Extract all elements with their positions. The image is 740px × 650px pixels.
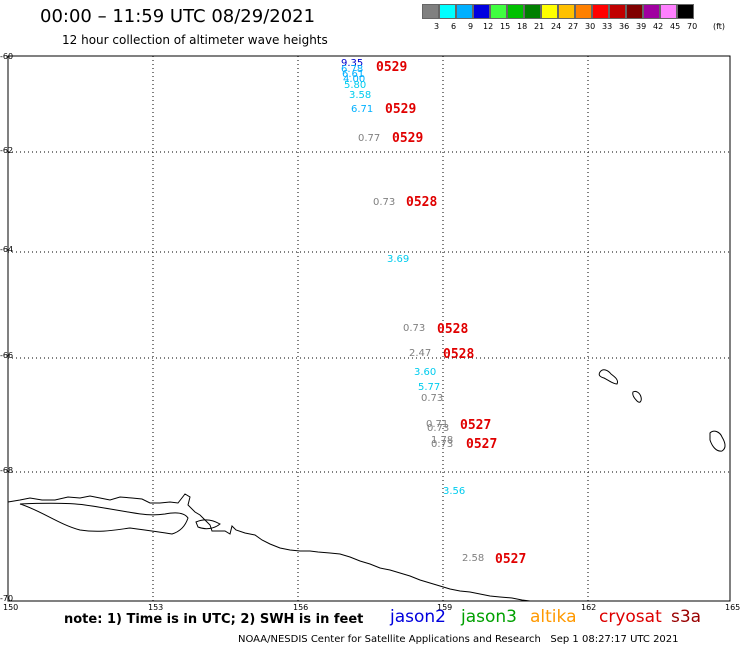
legend-swatch	[507, 4, 524, 19]
legend-swatch	[626, 4, 643, 19]
wave-height-value: 0.71	[426, 419, 449, 430]
latitude-label: -68	[0, 466, 14, 475]
satellite-altika: altika	[530, 607, 577, 627]
pass-date: 0529	[376, 60, 408, 75]
legend-label: 27	[568, 22, 579, 31]
legend-swatch	[422, 4, 439, 19]
pass-date: 0527	[495, 552, 527, 567]
legend-label: 15	[500, 22, 511, 31]
legend-label: 18	[517, 22, 528, 31]
latitude-label: -66	[0, 351, 14, 360]
latitude-label: -60	[0, 52, 14, 61]
legend-label: 39	[636, 22, 647, 31]
legend-label: 45	[670, 22, 681, 31]
color-legend	[422, 4, 694, 19]
legend-label: 24	[551, 22, 562, 31]
legend-label: 21	[534, 22, 545, 31]
satellite-cryosat: cryosat	[599, 607, 662, 627]
wave-height-value: 0.73	[403, 323, 426, 334]
legend-swatch	[558, 4, 575, 19]
wave-height-value: 2.58	[462, 553, 485, 564]
legend-swatch	[473, 4, 490, 19]
pass-date: 0528	[443, 347, 475, 362]
longitude-label: 153	[148, 603, 164, 612]
credit-footer: NOAA/NESDIS Center for Satellite Applica…	[238, 634, 679, 645]
wave-height-value: 6.61	[342, 69, 365, 80]
legend-label: 36	[619, 22, 630, 31]
legend-label: 30	[585, 22, 596, 31]
map-frame	[7, 55, 731, 602]
legend-swatch	[677, 4, 694, 19]
legend-swatch	[609, 4, 626, 19]
longitude-label: 165	[725, 603, 740, 612]
wave-height-value: 9.35	[341, 58, 364, 69]
legend-swatch	[439, 4, 456, 19]
latitude-label: -64	[0, 245, 14, 254]
coastline	[7, 369, 726, 602]
legend-swatch	[524, 4, 541, 19]
longitude-label: 159	[437, 603, 453, 612]
pass-date: 0527	[460, 418, 492, 433]
satellite-jason3: jason3	[461, 607, 517, 627]
wave-height-value: 0.73	[431, 439, 454, 450]
legend-label: 12	[483, 22, 494, 31]
legend-label: 33	[602, 22, 613, 31]
legend-swatch	[643, 4, 660, 19]
wave-height-value: 3.56	[443, 486, 466, 497]
wave-height-value: 6.71	[351, 104, 374, 115]
satellite-jason2: jason2	[390, 607, 446, 627]
legend-swatch	[490, 4, 507, 19]
latitude-label: -62	[0, 146, 14, 155]
legend-label: 6	[451, 22, 457, 31]
pass-date: 0529	[385, 102, 417, 117]
pass-date: 0527	[466, 437, 498, 452]
longitude-label: 150	[3, 603, 19, 612]
legend-swatch	[541, 4, 558, 19]
legend-label: 9	[468, 22, 474, 31]
wave-height-value: 2.47	[409, 348, 432, 359]
satellite-s3a: s3a	[671, 607, 702, 627]
wave-height-value: 3.69	[387, 254, 410, 265]
longitude-label: 162	[581, 603, 597, 612]
wave-height-value: 5.80	[344, 80, 367, 91]
map-title: 00:00 – 11:59 UTC 08/29/2021	[40, 6, 316, 27]
wave-height-value: 3.60	[414, 367, 437, 378]
map-subtitle: 12 hour collection of altimeter wave hei…	[62, 33, 328, 47]
legend-label: 42	[653, 22, 664, 31]
wave-height-value: 0.77	[358, 133, 381, 144]
wave-height-value: 6.78	[341, 64, 364, 75]
pass-date: 0529	[392, 131, 424, 146]
longitude-label: 156	[293, 603, 309, 612]
legend-unit: (ft)	[713, 22, 726, 31]
pass-date: 0528	[406, 195, 438, 210]
units-note: note: 1) Time is in UTC; 2) SWH is in fe…	[64, 612, 364, 627]
wave-height-value: 5.77	[418, 382, 441, 393]
legend-label: 3	[434, 22, 440, 31]
credit-text: NOAA/NESDIS Center for Satellite Applica…	[238, 634, 541, 645]
wave-height-value: 0.73	[373, 197, 396, 208]
wave-height-value: 0.73	[427, 423, 450, 434]
wave-height-value: 1.78	[431, 435, 454, 446]
wave-height-value: 4.00	[343, 74, 366, 85]
legend-swatch	[592, 4, 609, 19]
legend-swatch	[575, 4, 592, 19]
legend-swatch	[660, 4, 677, 19]
legend-label: 70	[687, 22, 698, 31]
wave-height-value: 0.73	[421, 393, 444, 404]
pass-date: 0528	[437, 322, 469, 337]
graticule	[8, 56, 730, 601]
latitude-label: -70	[0, 594, 14, 603]
generated-timestamp: Sep 1 08:27:17 UTC 2021	[550, 634, 679, 645]
wave-height-value: 3.58	[349, 90, 372, 101]
legend-swatch	[456, 4, 473, 19]
